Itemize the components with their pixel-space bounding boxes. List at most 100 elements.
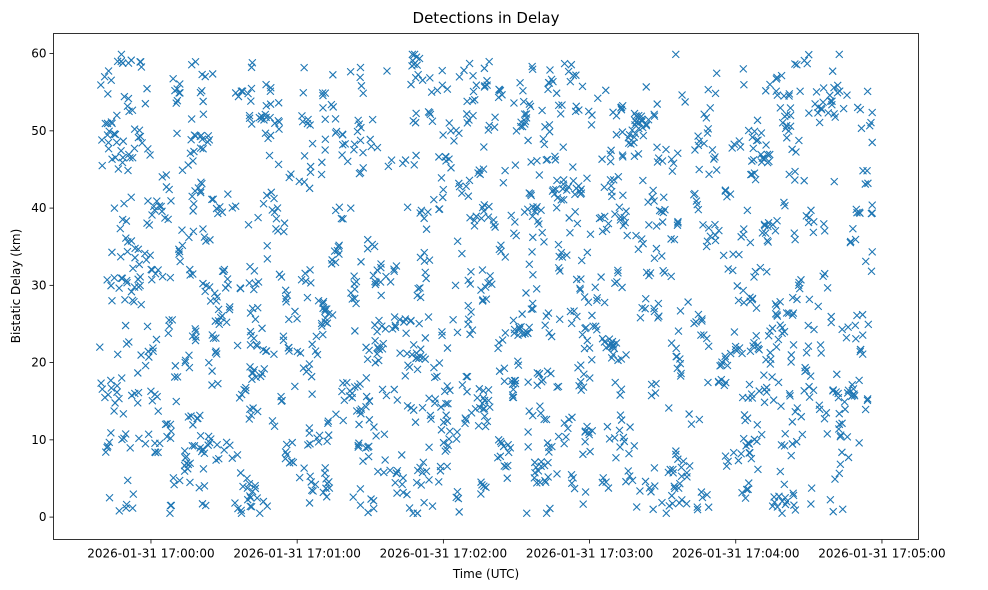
data-point — [538, 228, 547, 237]
data-point — [535, 171, 544, 179]
data-point — [186, 271, 195, 279]
data-point — [120, 92, 129, 101]
data-point — [140, 249, 149, 258]
data-point — [517, 322, 525, 331]
data-point — [233, 341, 242, 350]
data-point — [698, 493, 707, 502]
data-point — [509, 229, 518, 238]
data-point — [251, 481, 260, 490]
data-point — [616, 216, 625, 224]
data-point — [113, 388, 121, 397]
data-point — [169, 473, 178, 482]
x-axis: 2026-01-31 17:00:00 2026-01-31 17:01:00 20… — [87, 539, 946, 561]
data-point — [803, 59, 812, 68]
data-point — [524, 443, 533, 451]
data-point — [616, 443, 624, 451]
data-point — [355, 420, 363, 429]
data-point — [670, 235, 679, 244]
data-point — [243, 474, 251, 483]
data-point — [122, 276, 131, 285]
data-point — [562, 186, 571, 195]
data-point — [844, 323, 853, 331]
data-point — [647, 391, 656, 400]
data-point — [538, 106, 546, 115]
data-point — [583, 248, 592, 257]
data-point — [281, 448, 290, 456]
data-point — [213, 209, 222, 218]
data-point — [255, 113, 264, 122]
data-point — [518, 310, 527, 318]
data-point — [793, 404, 802, 412]
data-point — [466, 280, 475, 288]
data-point — [136, 273, 145, 281]
data-point — [323, 437, 331, 446]
data-point — [545, 329, 554, 337]
data-point — [165, 322, 174, 330]
data-point — [790, 229, 799, 237]
data-point — [449, 315, 457, 324]
data-point — [647, 487, 655, 496]
data-point — [110, 130, 118, 138]
data-point — [664, 404, 673, 412]
data-point — [684, 298, 692, 306]
data-point — [760, 221, 769, 230]
data-point — [245, 111, 254, 120]
data-point — [214, 305, 223, 314]
data-point — [761, 86, 770, 95]
data-point — [800, 386, 809, 395]
data-point — [855, 439, 864, 447]
data-point — [824, 108, 833, 117]
data-point — [810, 325, 818, 334]
data-point — [262, 191, 271, 200]
data-point — [435, 205, 444, 213]
data-point — [133, 399, 142, 407]
data-point — [721, 186, 730, 195]
data-point — [583, 174, 591, 183]
data-point — [113, 57, 122, 66]
data-point — [642, 83, 651, 91]
data-point — [807, 484, 816, 493]
data-point — [846, 238, 855, 247]
data-point — [752, 304, 761, 313]
data-point — [284, 343, 293, 352]
data-point — [270, 208, 279, 217]
data-point — [650, 482, 659, 490]
data-point — [787, 451, 796, 460]
data-point — [602, 225, 611, 234]
data-point — [262, 101, 271, 110]
data-point — [671, 447, 680, 455]
data-point — [772, 75, 781, 83]
data-point — [393, 466, 402, 475]
data-point — [238, 87, 247, 96]
data-point — [430, 373, 439, 382]
data-point — [209, 195, 218, 204]
data-point — [167, 501, 176, 510]
data-point — [546, 66, 554, 74]
data-point — [515, 323, 523, 332]
data-point — [756, 263, 765, 272]
data-point — [582, 323, 590, 332]
data-point — [641, 477, 650, 486]
data-point — [191, 131, 200, 140]
data-point — [175, 250, 183, 258]
data-point — [298, 111, 306, 120]
data-point — [443, 417, 452, 425]
data-point — [204, 131, 213, 140]
data-point — [128, 106, 137, 115]
data-point — [511, 161, 520, 170]
data-point — [687, 420, 696, 428]
data-point — [184, 413, 193, 421]
data-point — [822, 408, 831, 417]
data-point — [838, 448, 846, 457]
data-point — [731, 342, 740, 351]
data-point — [612, 278, 621, 286]
data-point — [601, 86, 610, 95]
data-point — [483, 417, 492, 426]
data-point — [604, 219, 613, 228]
data-point — [143, 144, 152, 153]
data-point — [196, 88, 205, 97]
data-point — [277, 392, 285, 401]
data-points — [95, 50, 877, 518]
data-point — [547, 332, 556, 341]
data-point — [706, 103, 715, 112]
